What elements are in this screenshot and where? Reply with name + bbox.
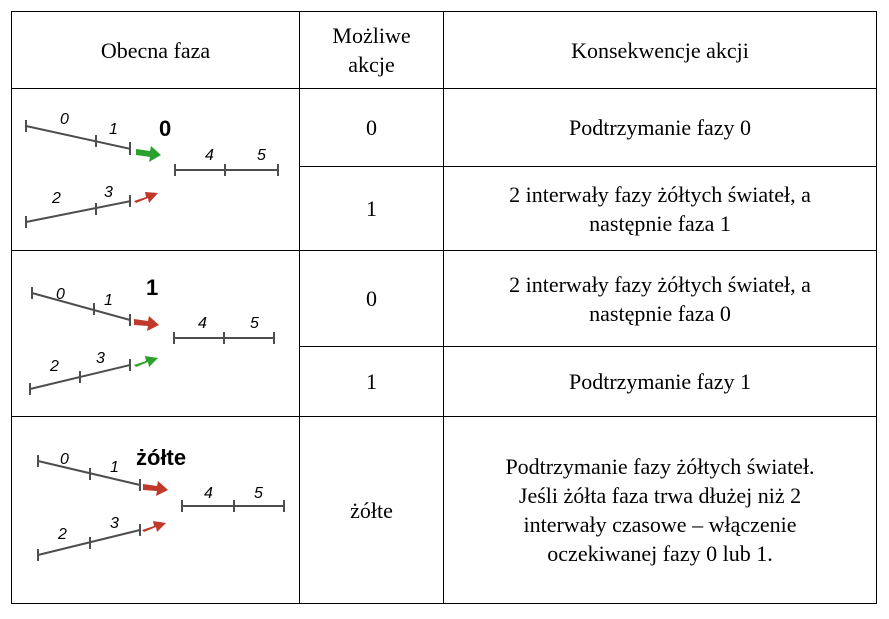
lane-number: 1 [104, 292, 113, 309]
action-cell: żółte [350, 497, 393, 523]
lane-number: 0 [60, 111, 69, 128]
lane-number: 1 [110, 459, 119, 476]
table-border-bottom [11, 603, 877, 604]
lane-number: 5 [250, 315, 259, 332]
lane-number: 2 [57, 526, 67, 543]
phase-label: 0 [159, 116, 171, 141]
action-cell: 0 [366, 286, 377, 311]
lane-number: 4 [204, 485, 213, 502]
lane-number: 3 [104, 184, 113, 201]
row-divider-2 [11, 416, 877, 417]
lane-number: 4 [205, 147, 214, 164]
arrow-bottom-icon [134, 192, 158, 203]
lane-number: 5 [257, 147, 266, 164]
consequence-cell: Podtrzymanie fazy żółtych świateł. Jeśli… [505, 454, 815, 566]
arrow-bottom-icon [142, 521, 166, 532]
phase-0-diagram: 0 1 0 4 5 2 3 [12, 89, 299, 250]
row0-split [299, 166, 877, 167]
action-cell: 1 [366, 369, 377, 394]
header-current-phase: Obecna faza [100, 37, 211, 63]
header-consequences: Konsekwencje akcji [571, 37, 749, 63]
header-divider [11, 88, 877, 89]
lane-number: 0 [60, 451, 69, 468]
row1-split [299, 346, 877, 347]
phase-yellow-diagram: 0 1 żółte 4 5 2 3 [12, 417, 299, 603]
arrow-top-icon [134, 316, 159, 331]
arrow-top-icon [136, 146, 161, 162]
col-divider-1 [299, 11, 300, 604]
action-cell: 1 [366, 196, 377, 221]
lane-top-line [25, 125, 132, 150]
row-divider-1 [11, 250, 877, 251]
table-border-top [11, 11, 877, 12]
consequence-cell: 2 interwały fazy żółtych świateł, a nast… [509, 181, 811, 236]
table-border-left [11, 11, 12, 604]
consequence-cell: Podtrzymanie fazy 0 [568, 115, 752, 140]
lane-number: 2 [49, 358, 59, 375]
header-possible-actions: Możliwe akcje [332, 23, 411, 77]
lane-number: 3 [96, 350, 105, 367]
lane-number: 4 [198, 315, 207, 332]
col-divider-2 [443, 11, 444, 604]
lane-number: 5 [254, 485, 263, 502]
table-border-right [876, 11, 877, 604]
lane-number: 3 [110, 515, 119, 532]
consequence-cell: Podtrzymanie fazy 1 [568, 369, 752, 394]
phase-label: żółte [136, 445, 186, 470]
lane-number: 1 [109, 121, 118, 138]
arrow-top-icon [143, 481, 168, 496]
phase-1-diagram: 0 1 1 4 5 2 3 [12, 251, 299, 416]
lane-number: 0 [56, 286, 65, 303]
lane-number: 2 [51, 190, 61, 207]
phase-label: 1 [146, 275, 158, 300]
arrow-bottom-icon [134, 356, 158, 367]
consequence-cell: 2 interwały fazy żółtych świateł, a nast… [509, 271, 811, 326]
action-cell: 0 [366, 115, 377, 140]
